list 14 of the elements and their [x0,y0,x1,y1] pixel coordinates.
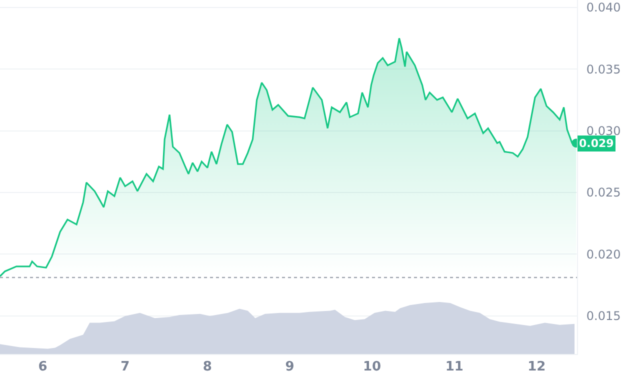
y-tick-label: 0.015 [586,308,621,323]
x-tick-label: 11 [445,360,464,375]
y-tick-label: 0.030 [586,124,621,138]
y-tick-label: 0.040 [586,0,621,15]
x-tick-label: 7 [120,360,130,375]
x-tick-label: 9 [285,360,294,375]
x-tick-label: 6 [38,360,48,375]
annotation: 0.029 [579,137,614,150]
x-tick-label: 8 [202,360,212,375]
x-tick-label: 12 [528,360,546,375]
y-tick-label: 0.020 [586,247,621,262]
y-tick-label: 0.035 [586,62,621,76]
x-tick-label: 10 [363,360,382,375]
y-tick-label: 0.025 [586,186,621,200]
